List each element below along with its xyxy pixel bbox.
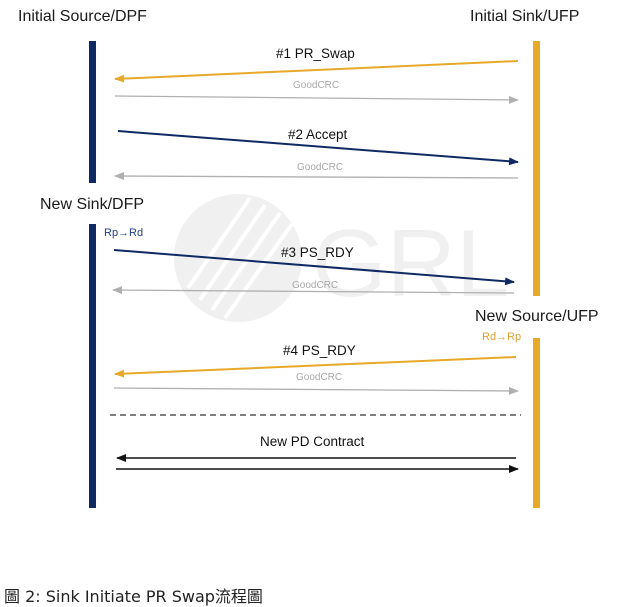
header-new-source: New Source/UFP xyxy=(475,308,599,325)
header-initial-sink: Initial Sink/UFP xyxy=(470,8,580,25)
figure-caption: 圖 2: Sink Initiate PR Swap流程圖 xyxy=(4,587,263,606)
watermark-text: GRL xyxy=(312,210,509,317)
lifeline-new-sink xyxy=(89,224,96,508)
header-new-sink: New Sink/DFP xyxy=(40,196,145,213)
arrow-goodcrc-1 xyxy=(114,95,519,104)
lifeline-initial-source xyxy=(89,41,96,183)
lifeline-new-source xyxy=(533,338,540,508)
arrow-goodcrc-2 xyxy=(114,172,519,181)
label-goodcrc-3: GoodCRC xyxy=(292,280,339,291)
label-goodcrc-4: GoodCRC xyxy=(296,372,343,383)
arrow-goodcrc-3 xyxy=(112,286,515,295)
arrow-ps-rdy-3 xyxy=(113,249,515,286)
label-accept: #2 Accept xyxy=(288,127,348,142)
header-initial-source: Initial Source/DPF xyxy=(18,8,147,25)
label-new-pd-contract: New PD Contract xyxy=(260,434,365,449)
lifeline-initial-sink xyxy=(533,41,540,296)
arrow-goodcrc-4 xyxy=(113,386,519,395)
role-tag-rd-rp: Rd→Rp xyxy=(482,331,522,343)
label-pr-swap: #1 PR_Swap xyxy=(276,46,355,61)
watermark-logo: GRL xyxy=(174,194,509,322)
label-ps-rdy-4: #4 PS_RDY xyxy=(283,343,356,358)
arrow-accept xyxy=(117,130,519,166)
arrow-ps-rdy-4 xyxy=(114,356,517,378)
role-tag-rp-rd: Rp→Rd xyxy=(104,227,144,239)
arrow-pr-swap xyxy=(114,60,519,83)
label-goodcrc-2: GoodCRC xyxy=(297,162,344,173)
label-goodcrc-1: GoodCRC xyxy=(293,80,340,91)
label-ps-rdy-3: #3 PS_RDY xyxy=(281,245,354,260)
